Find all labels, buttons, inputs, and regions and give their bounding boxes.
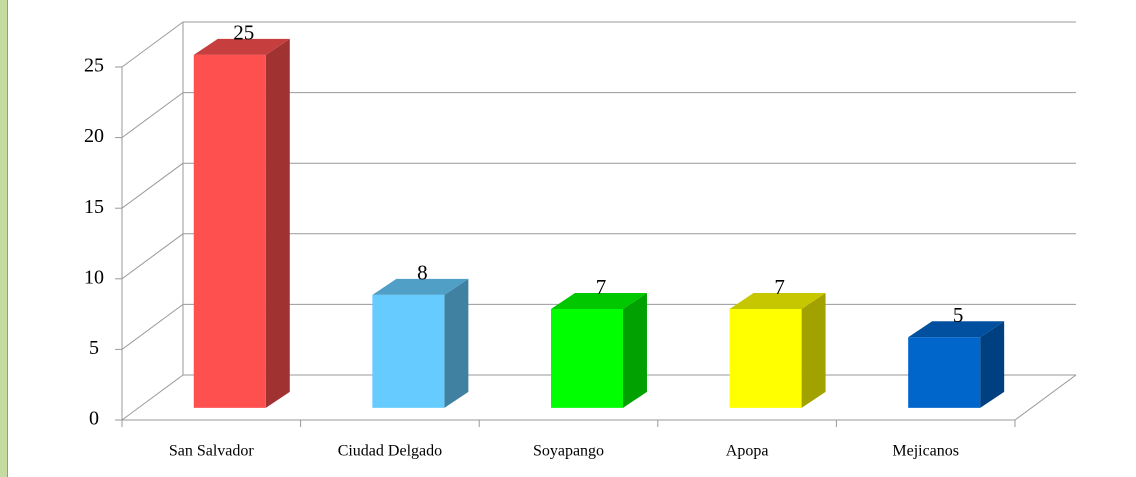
bar bbox=[908, 337, 981, 408]
bar-top bbox=[550, 293, 647, 310]
x-tick-label: Apopa bbox=[726, 443, 769, 460]
side-strip bbox=[0, 0, 8, 477]
bar-side bbox=[980, 321, 1005, 408]
grid-line bbox=[121, 374, 184, 421]
x-tick-label: Ciudad Delgado bbox=[338, 443, 442, 460]
bar bbox=[372, 294, 445, 408]
y-tick-label: 20 bbox=[84, 125, 104, 147]
y-tick-label: 5 bbox=[89, 337, 99, 359]
bar bbox=[550, 309, 623, 408]
bar-top bbox=[372, 278, 469, 295]
bar-side bbox=[801, 293, 826, 408]
x-tick-label: San Salvador bbox=[169, 443, 255, 460]
grid-line bbox=[121, 162, 184, 209]
value-label: 5 bbox=[953, 303, 964, 327]
bar-top bbox=[729, 293, 826, 310]
value-label: 25 bbox=[233, 21, 254, 45]
value-label: 7 bbox=[596, 275, 607, 299]
grid-line bbox=[121, 233, 184, 280]
bar bbox=[729, 309, 802, 408]
y-tick-label: 25 bbox=[84, 55, 104, 77]
x-tick-label: Soyapango bbox=[533, 443, 604, 460]
y-tick-label: 10 bbox=[84, 266, 104, 288]
grid-line bbox=[121, 92, 184, 139]
grid-line bbox=[121, 303, 184, 350]
value-label: 8 bbox=[417, 261, 428, 285]
y-tick-label: 0 bbox=[89, 408, 99, 430]
bar bbox=[193, 54, 266, 408]
x-tick-label: Mejicanos bbox=[892, 443, 959, 460]
bar-side bbox=[265, 38, 290, 408]
value-label: 7 bbox=[774, 275, 785, 299]
bar-top bbox=[193, 38, 290, 55]
y-tick-label: 15 bbox=[84, 196, 104, 218]
bar-side bbox=[622, 293, 647, 408]
bar-side bbox=[444, 278, 469, 408]
grid-line bbox=[121, 21, 184, 68]
bar-top bbox=[908, 321, 1005, 338]
axis-line bbox=[1014, 374, 1077, 421]
